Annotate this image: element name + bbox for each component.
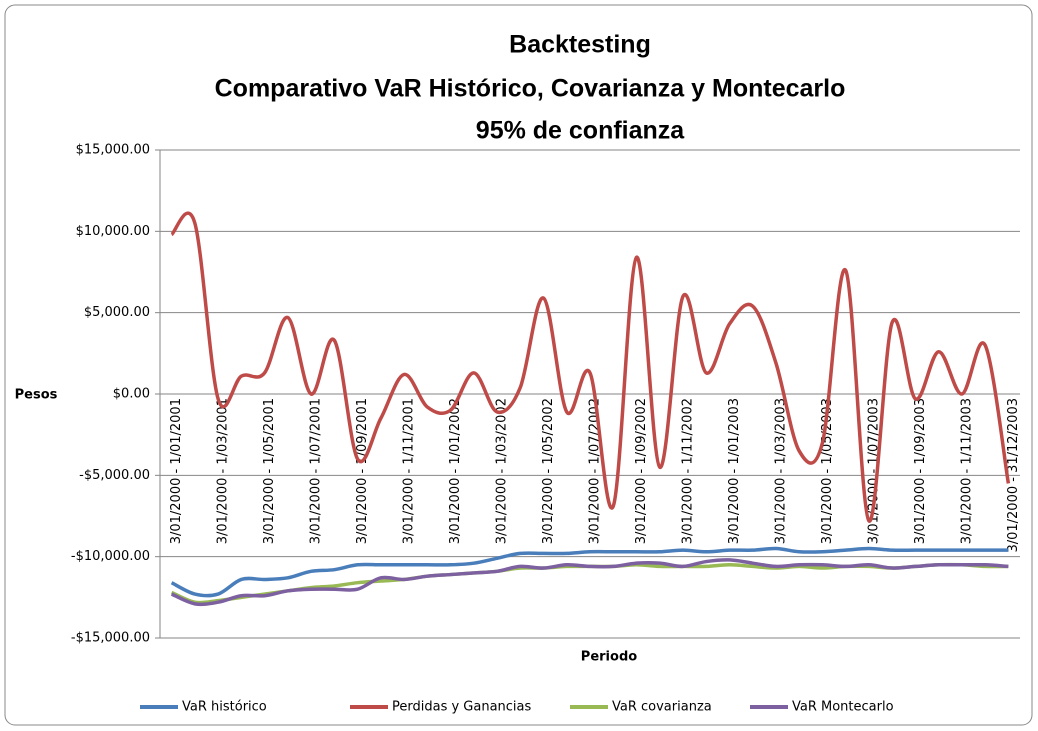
- y-tick-label: $0.00: [113, 387, 150, 402]
- x-tick-label: 3/01/2000 - 1/07/2002: [588, 398, 603, 544]
- x-tick-label: 3/01/2000 - 1/01/2003: [727, 398, 742, 544]
- y-tick-label: $5,000.00: [84, 305, 150, 320]
- x-tick-label: 3/01/2000 - 1/07/2001: [309, 398, 324, 544]
- legend-label: VaR covarianza: [612, 700, 712, 715]
- x-tick-label: 3/01/2000 - 1/07/2003: [866, 398, 881, 544]
- legend-label: VaR histórico: [182, 700, 267, 715]
- chart-title: Backtesting: [509, 31, 651, 59]
- x-tick-label: 3/01/2000 - 1/05/2001: [262, 398, 277, 544]
- series-line: [170, 211, 1011, 523]
- x-tick-label: 3/01/2000 - 1/11/2003: [959, 398, 974, 544]
- series-line: [170, 558, 1009, 607]
- y-tick-label: $10,000.00: [76, 224, 150, 239]
- y-tick-label: $15,000.00: [76, 143, 150, 158]
- x-tick-label: 3/01/2000 - 1/03/2001: [216, 398, 231, 544]
- y-tick-label: -$15,000.00: [71, 631, 150, 646]
- chart-title: Comparativo VaR Histórico, Covarianza y …: [215, 75, 846, 103]
- x-tick-label: 3/01/2000 - 1/05/2002: [541, 398, 556, 544]
- y-axis-title: Pesos: [15, 388, 58, 403]
- x-tick-label: 3/01/2000 - 31/12/2003: [1006, 398, 1021, 553]
- legend-label: Perdidas y Ganancias: [392, 700, 532, 715]
- x-tick-label: 3/01/2000 - 1/11/2002: [680, 398, 695, 544]
- x-tick-label: 3/01/2000 - 1/01/2002: [448, 398, 463, 544]
- x-tick-label: 3/01/2000 - 1/09/2001: [355, 398, 370, 544]
- x-tick-label: 3/01/2000 - 1/03/2003: [773, 398, 788, 544]
- chart-title: 95% de confianza: [476, 117, 685, 145]
- legend-label: VaR Montecarlo: [792, 700, 894, 715]
- x-tick-label: 3/01/2000 - 1/03/2002: [495, 398, 510, 544]
- x-tick-label: 3/01/2000 - 1/11/2001: [402, 398, 417, 544]
- x-tick-label: 3/01/2000 - 1/01/2001: [169, 398, 184, 544]
- x-axis-title: Periodo: [581, 650, 637, 665]
- y-tick-label: -$5,000.00: [79, 468, 150, 483]
- chart-frame: [4, 4, 1033, 726]
- series-line: [170, 546, 1009, 598]
- y-tick-label: -$10,000.00: [71, 549, 150, 564]
- x-tick-label: 3/01/2000 - 1/09/2002: [634, 398, 649, 544]
- x-tick-label: 3/01/2000 - 1/09/2003: [913, 398, 928, 544]
